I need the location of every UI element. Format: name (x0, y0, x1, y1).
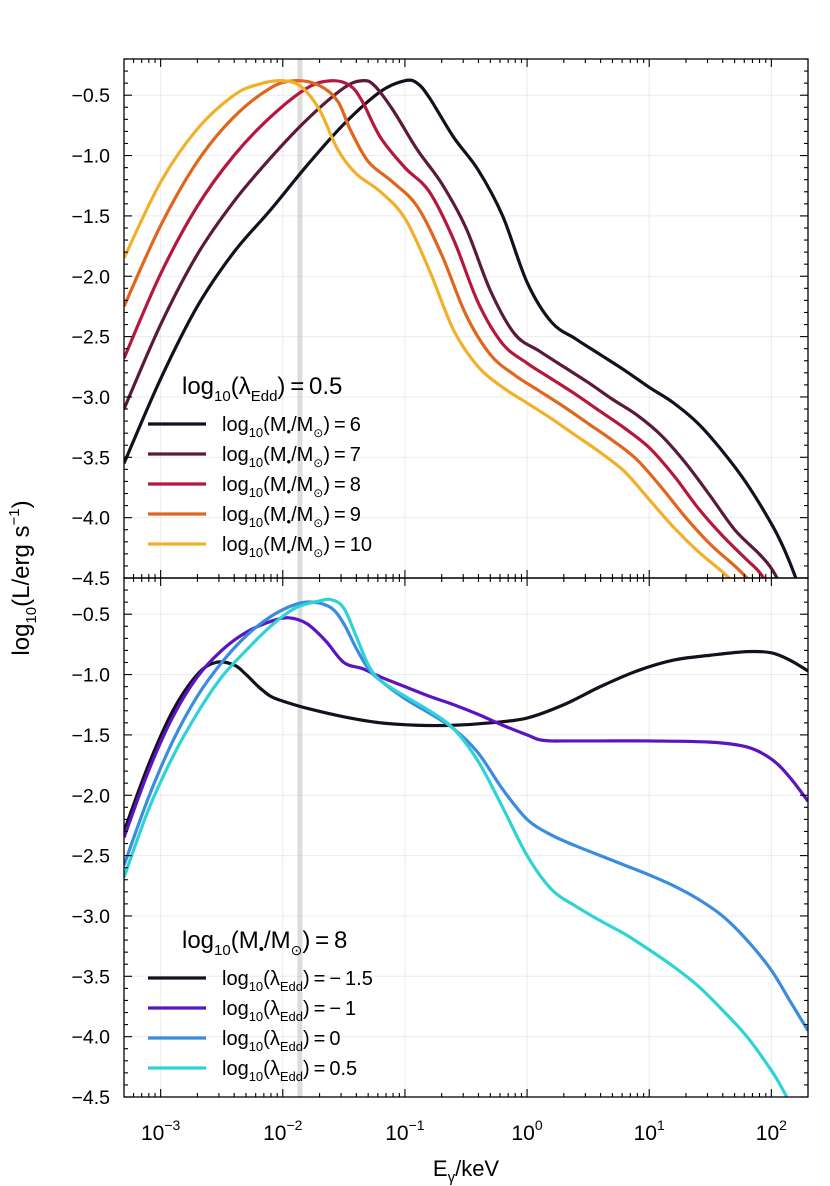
x-tick-label: 10−2 (263, 1117, 303, 1145)
y-tick-label: −1.5 (72, 206, 111, 228)
legend-entry-label: log10(λEdd) = 0 (222, 1028, 340, 1054)
series-line-0-4 (124, 79, 732, 578)
series-line-0-3 (124, 79, 750, 578)
series-line-0-2 (124, 79, 766, 578)
x-tick-label: 10−1 (385, 1117, 425, 1145)
ticks (124, 577, 808, 1098)
x-tick-label: 101 (634, 1117, 665, 1145)
x-tick-label: 100 (511, 1117, 542, 1145)
y-tick-label: −4.0 (72, 508, 111, 530)
legend-entry-label: log10(M•/M⊙) = 8 (222, 474, 361, 500)
y-tick-label: −2.0 (72, 785, 111, 807)
y-tick-label: −3.0 (72, 387, 111, 409)
y-tick-label: −1.0 (72, 146, 111, 168)
y-tick-label: −1.5 (72, 725, 111, 747)
y-axis-label: log10(L/erg s−1) (6, 500, 40, 655)
series-line-1-3 (124, 597, 789, 1097)
y-tick-label: −4.5 (72, 1087, 111, 1109)
y-tick-label: −0.5 (72, 604, 111, 626)
legend-entry-label: log10(λEdd) = − 1 (222, 998, 356, 1024)
y-tick-label: −1.0 (72, 665, 111, 687)
legend-entry-label: log10(λEdd) = − 1.5 (222, 968, 373, 994)
grid (124, 59, 808, 578)
bottom-panel: −4.5 −4.0 −3.5 −3.0 −2.5 −2.0 −1.5 −1.0 −0.5 10−3… (72, 577, 809, 1145)
legend: log10(M•/M⊙) = 8 log10(λEdd) = − 1.5 log10… (148, 927, 373, 1084)
axis-labels: Eγ/keV log10(L/erg s−1) (6, 500, 499, 1186)
y-tick-label: −0.5 (72, 85, 111, 107)
series-line-0-1 (124, 79, 779, 578)
ticks (124, 58, 808, 579)
series-line-1-1 (124, 616, 808, 839)
legend-entry-label: log10(M•/M⊙) = 9 (222, 504, 361, 530)
series-group (124, 597, 808, 1097)
x-tick-label: 10−3 (141, 1117, 181, 1145)
y-tick-label: −2.0 (72, 266, 111, 288)
y-tick-label: −4.0 (72, 1027, 111, 1049)
series-group (124, 78, 798, 578)
legend-title: log10(M•/M⊙) = 8 (182, 927, 347, 959)
axes-frame (123, 577, 809, 1098)
series-line-1-2 (124, 600, 808, 1032)
legend-entry-label: log10(λEdd) = 0.5 (222, 1058, 357, 1084)
y-tick-label: −3.0 (72, 906, 111, 928)
legend-entry-label: log10(M•/M⊙) = 7 (222, 444, 361, 470)
y-tick-label: −4.5 (72, 568, 111, 590)
y-tick-label: −2.5 (72, 327, 111, 349)
x-axis-label: Eγ/keV (433, 1156, 500, 1186)
series-line-0-0 (124, 78, 798, 578)
y-tick-label: −3.5 (72, 966, 111, 988)
series-line-1-0 (124, 649, 808, 833)
y-tick-label: −3.5 (72, 447, 111, 469)
legend-title: log10(λEdd) = 0.5 (182, 373, 342, 405)
y-tick-label: −2.5 (72, 846, 111, 868)
grid (124, 578, 808, 1097)
legend-entry-label: log10(M•/M⊙) = 6 (222, 414, 361, 440)
top-panel: −4.5 −4.0 −3.5 −3.0 −2.5 −2.0 −1.5 −1.0 −0.5 log1… (72, 58, 809, 590)
axes-frame (123, 58, 809, 579)
x-tick-label: 102 (756, 1117, 787, 1145)
legend-entry-label: log10(M•/M⊙) = 10 (222, 534, 372, 560)
legend: log10(λEdd) = 0.5 log10(M•/M⊙) = 6 log10(M… (148, 373, 372, 560)
